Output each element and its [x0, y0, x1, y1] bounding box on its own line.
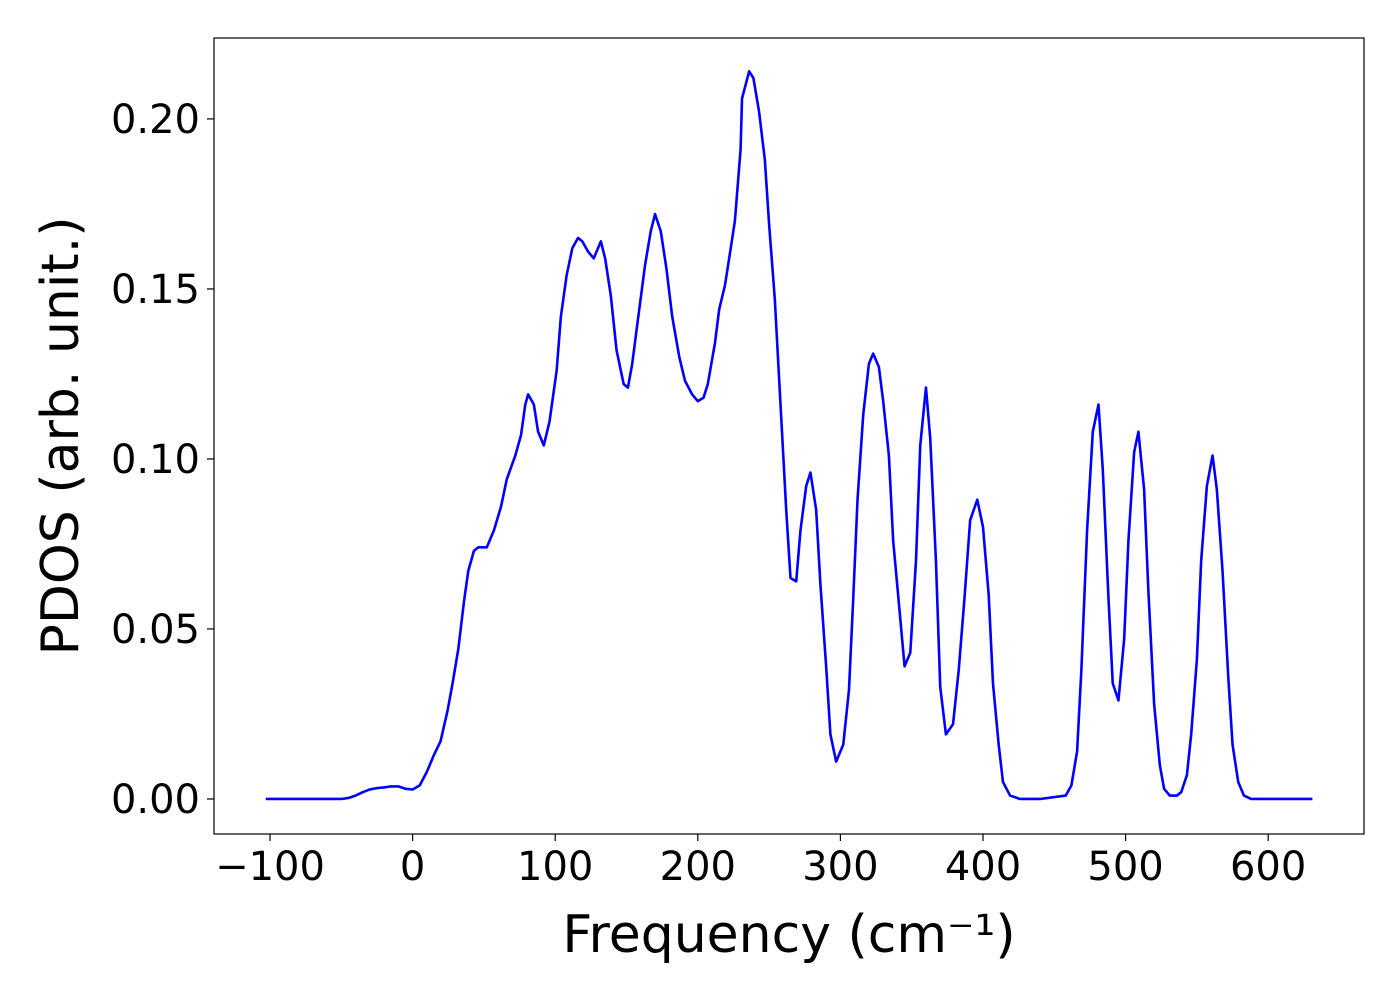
x-tick-label: 200	[660, 844, 736, 890]
x-tick-label: 500	[1087, 844, 1163, 890]
x-tick-label: 0	[400, 844, 425, 890]
x-tick-label: 400	[945, 844, 1021, 890]
x-axis-label: Frequency (cm⁻¹)	[562, 905, 1015, 965]
x-tick-label: 100	[517, 844, 593, 890]
data-line	[265, 70, 1313, 801]
x-tick-label: 300	[802, 844, 878, 890]
plot-frame	[213, 37, 1365, 835]
y-tick-label: 0.00	[111, 777, 200, 823]
y-tick-label: 0.15	[111, 267, 200, 313]
y-tick-label: 0.20	[111, 97, 200, 143]
x-tick-label: 600	[1230, 844, 1306, 890]
x-tick-label: −100	[215, 844, 325, 890]
y-axis-label: PDOS (arb. unit.)	[31, 216, 91, 655]
y-tick-label: 0.05	[111, 607, 200, 653]
y-tick-label: 0.10	[111, 437, 200, 483]
